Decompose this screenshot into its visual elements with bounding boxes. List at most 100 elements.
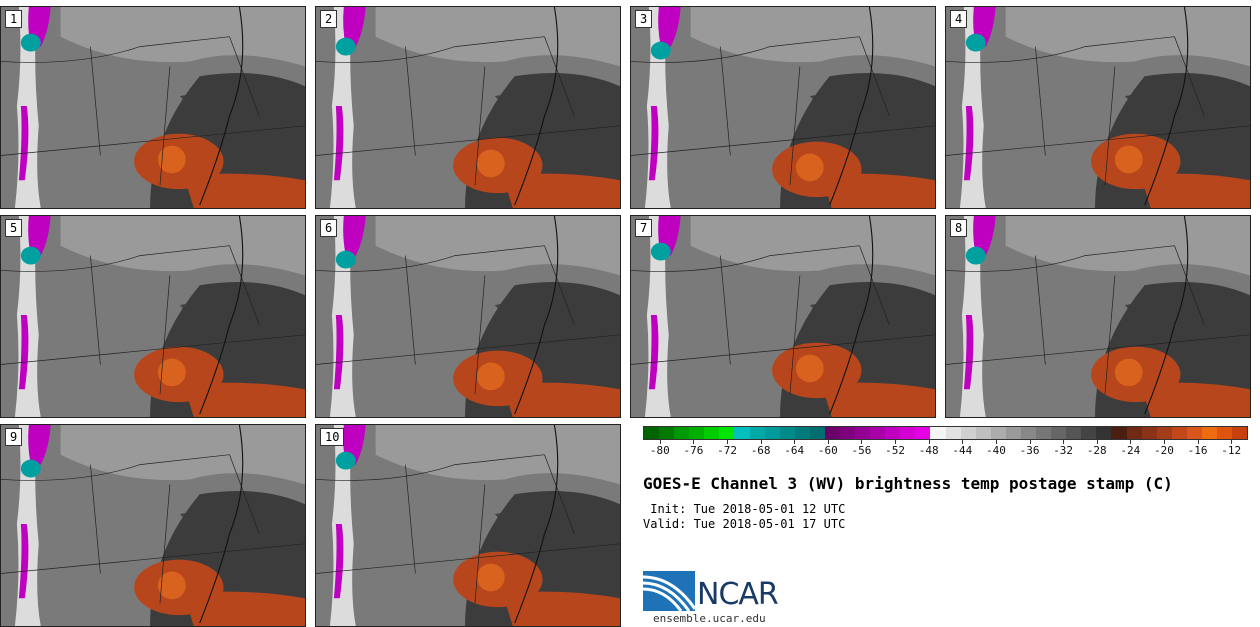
colorbar-tick-mark	[861, 440, 863, 444]
water-vapor-map	[631, 7, 935, 208]
colorbar-swatch	[659, 427, 675, 439]
forecast-panel-4[interactable]: 4	[945, 6, 1251, 209]
colorbar-tick-mark	[1029, 440, 1031, 444]
colorbar-tick-mark	[727, 440, 729, 444]
panel-number-label: 9	[5, 428, 23, 446]
forecast-panel-3[interactable]: 3	[630, 6, 936, 209]
init-time: Init: Tue 2018-05-01 12 UTC	[643, 502, 846, 516]
forecast-panel-6[interactable]: 6	[315, 215, 621, 418]
panel-number-label: 7	[635, 219, 653, 237]
colorbar-swatch	[1096, 427, 1112, 439]
panel-number-label: 4	[950, 10, 968, 28]
forecast-panel-8[interactable]: 8	[945, 215, 1251, 418]
forecast-panel-9[interactable]: 9	[0, 424, 306, 627]
colorbar-tick-label: -24	[1120, 444, 1141, 457]
colorbar-tick-label: -80	[649, 444, 670, 457]
colorbar-swatch	[930, 427, 946, 439]
colorbar-swatch	[990, 427, 1006, 439]
colorbar-swatch	[644, 427, 660, 439]
colorbar-tick-mark	[760, 440, 762, 444]
colorbar-swatch	[1111, 427, 1127, 439]
panel-number-label: 10	[320, 428, 345, 446]
colorbar-swatch	[1186, 427, 1202, 439]
water-vapor-map	[631, 216, 935, 417]
colorbar-tick-label: -52	[885, 444, 906, 457]
colorbar-swatch	[945, 427, 961, 439]
colorbar-tick-label: -64	[784, 444, 805, 457]
colorbar-tick-label: -32	[1053, 444, 1074, 457]
colorbar-swatch	[975, 427, 991, 439]
water-vapor-map	[316, 216, 620, 417]
colorbar-swatch	[915, 427, 931, 439]
colorbar-swatch	[794, 427, 810, 439]
colorbar-tick-mark	[928, 440, 930, 444]
chart-title: GOES-E Channel 3 (WV) brightness temp po…	[643, 474, 1173, 493]
colorbar-swatch	[1201, 427, 1217, 439]
colorbar-tick-mark	[995, 440, 997, 444]
water-vapor-map	[946, 216, 1250, 417]
colorbar-swatch	[674, 427, 690, 439]
colorbar-swatch	[734, 427, 750, 439]
colorbar-tick-label: -20	[1154, 444, 1174, 457]
water-vapor-map	[1, 7, 305, 208]
water-vapor-map	[1, 216, 305, 417]
colorbar-swatch	[689, 427, 705, 439]
water-vapor-map	[316, 7, 620, 208]
colorbar-tick-mark	[1197, 440, 1199, 444]
colorbar-swatch	[1005, 427, 1021, 439]
colorbar-tick-mark	[659, 440, 661, 444]
colorbar-tick-mark	[1096, 440, 1098, 444]
colorbar-tick-mark	[1130, 440, 1132, 444]
colorbar-tick-label: -72	[717, 444, 737, 457]
colorbar-swatch	[719, 427, 735, 439]
colorbar-swatch	[1020, 427, 1037, 439]
panel-number-label: 3	[635, 10, 653, 28]
colorbar-swatch	[960, 427, 976, 439]
colorbar-tick-label: -56	[851, 444, 872, 457]
colorbar-tick-mark	[1163, 440, 1165, 444]
colorbar-tick-label: -44	[952, 444, 973, 457]
colorbar-swatch	[855, 427, 871, 439]
colorbar-swatch	[1156, 427, 1172, 439]
panel-number-label: 6	[320, 219, 338, 237]
panel-number-label: 5	[5, 219, 23, 237]
colorbar-ticks: -80 -76 -72 -68 -64 -60 -56 -52 -48 -44 -40 -36 -32-…	[643, 440, 1248, 460]
colorbar-tick-mark	[895, 440, 897, 444]
colorbar-tick-mark	[1231, 440, 1233, 444]
colorbar-tick-mark	[693, 440, 695, 444]
site-url[interactable]: ensemble.ucar.edu	[653, 612, 766, 625]
colorbar-swatch	[1051, 427, 1067, 439]
forecast-panel-10[interactable]: 10	[315, 424, 621, 627]
water-vapor-map	[316, 425, 620, 626]
colorbar-tick-mark	[794, 440, 796, 444]
colorbar-swatch	[1066, 427, 1082, 439]
colorbar-tick-mark	[962, 440, 964, 444]
colorbar-swatch	[1126, 427, 1142, 439]
panel-number-label: 8	[950, 219, 968, 237]
water-vapor-map	[946, 7, 1250, 208]
colorbar-swatch	[1081, 427, 1097, 439]
forecast-panel-7[interactable]: 7	[630, 215, 936, 418]
ncar-logo-icon	[643, 571, 695, 611]
colorbar-swatch	[900, 427, 916, 439]
colorbar-tick-label: -76	[683, 444, 704, 457]
panel-number-label: 1	[5, 10, 23, 28]
colorbar-tick-label: -36	[1019, 444, 1040, 457]
colorbar	[643, 426, 1248, 440]
panel-number-label: 2	[320, 10, 338, 28]
colorbar-swatch	[749, 427, 765, 439]
colorbar-swatch	[1036, 427, 1052, 439]
ncar-logo-text: NCAR	[697, 577, 779, 612]
colorbar-swatch	[870, 427, 886, 439]
colorbar-tick-mark	[827, 440, 829, 444]
colorbar-tick-label: -12	[1221, 444, 1242, 457]
forecast-panel-1[interactable]: 1	[0, 6, 306, 209]
colorbar-swatch	[779, 427, 795, 439]
forecast-panel-2[interactable]: 2	[315, 6, 621, 209]
forecast-panel-5[interactable]: 5	[0, 215, 306, 418]
valid-time: Valid: Tue 2018-05-01 17 UTC	[643, 517, 846, 531]
colorbar-swatch	[1141, 427, 1157, 439]
colorbar-swatch	[764, 427, 780, 439]
colorbar-swatch	[1216, 427, 1233, 439]
colorbar-swatch	[704, 427, 720, 439]
